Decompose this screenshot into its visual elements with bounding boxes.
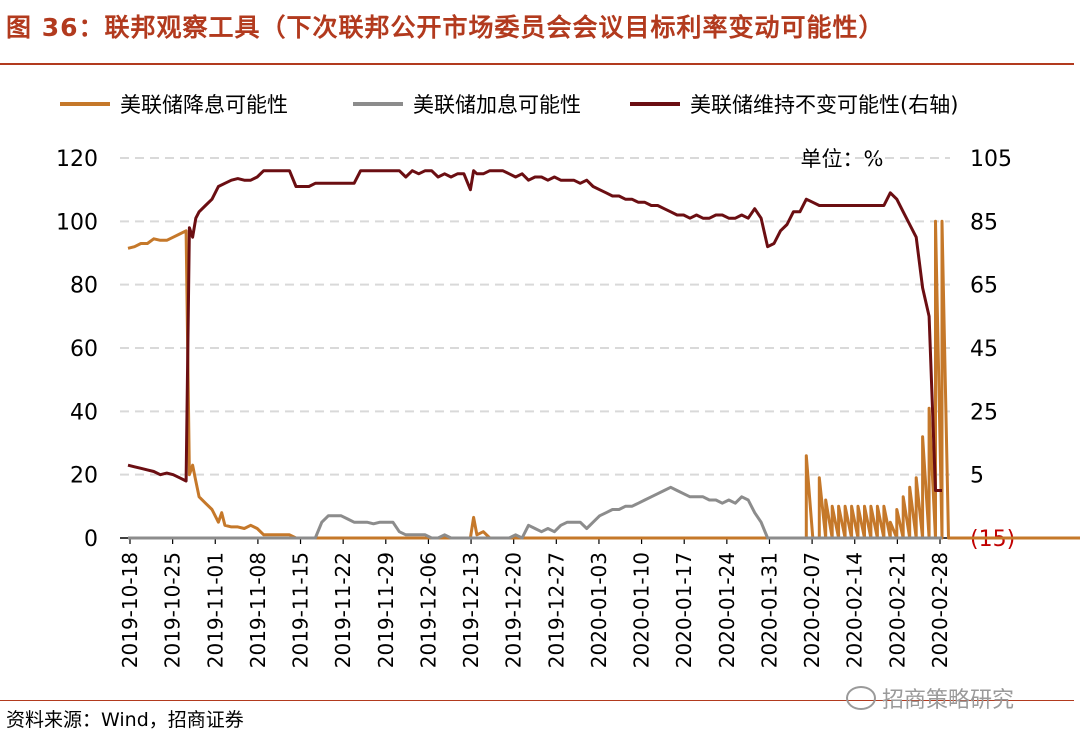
x-tick-label: 2019-11-08 (246, 552, 270, 668)
right-tick-label: 105 (970, 147, 1012, 172)
x-tick-label: 2019-10-25 (161, 552, 185, 668)
x-tick-label: 2020-01-31 (757, 552, 781, 668)
series-layer (127, 169, 1080, 540)
gridlines (120, 157, 950, 476)
x-tick-label: 2019-11-01 (203, 552, 227, 668)
left-tick-label: 80 (70, 274, 98, 299)
left-tick-label: 120 (56, 147, 98, 172)
wechat-icon (846, 686, 876, 710)
x-tick-label: 2020-02-21 (885, 552, 909, 668)
legend: 美联储降息可能性 美联储加息可能性 美联储维持不变可能性(右轴) (60, 93, 958, 117)
title-divider (0, 63, 1074, 65)
left-tick-label: 60 (70, 337, 98, 362)
x-tick-label: 2019-12-13 (459, 552, 483, 668)
left-tick-label: 0 (84, 527, 98, 552)
x-tick-label: 2019-10-18 (118, 552, 142, 668)
right-tick-label: 45 (970, 337, 998, 362)
right-tick-label: 25 (970, 400, 998, 425)
x-tick-label: 2020-02-07 (800, 552, 824, 668)
x-tick-label: 2019-12-20 (502, 552, 526, 668)
left-y-axis: 0 20 40 60 80 100 120 (56, 147, 98, 552)
footer-divider (0, 700, 1074, 701)
watermark-text: 招商策略研究 (882, 688, 1015, 713)
right-tick-label: 85 (970, 210, 998, 235)
left-tick-label: 100 (56, 210, 98, 235)
x-tick-label: 2020-02-28 (928, 552, 952, 668)
x-axis: 2019-10-18 2019-10-25 2019-11-01 2019-11-08… (118, 537, 952, 668)
x-tick-label: 2020-01-03 (587, 552, 611, 668)
legend-label: 美联储维持不变可能性(右轴) (690, 93, 958, 117)
watermark: 招商策略研究 (846, 682, 1014, 714)
right-tick-label: 65 (970, 274, 998, 299)
left-tick-label: 40 (70, 400, 98, 425)
left-tick-label: 20 (70, 464, 98, 489)
x-tick-label: 2019-11-22 (331, 552, 355, 668)
x-tick-label: 2020-01-17 (672, 552, 696, 668)
x-tick-label: 2020-01-24 (715, 552, 739, 668)
series-line-3 (127, 169, 942, 492)
series-line-2 (128, 485, 942, 540)
line-chart: 美联储降息可能性 美联储加息可能性 美联储维持不变可能性(右轴) 单位：% 0204… (56, 93, 1080, 668)
x-tick-label: 2019-12-06 (416, 552, 440, 668)
source-note: 资料来源：Wind，招商证券 (6, 709, 244, 731)
x-tick-label: 2019-12-27 (544, 552, 568, 668)
x-tick-label: 2020-01-10 (630, 552, 654, 668)
x-tick-label: 2019-11-15 (289, 552, 313, 668)
legend-label: 美联储降息可能性 (120, 93, 288, 117)
figure-title: 图 36：联邦观察工具（下次联邦公开市场委员会会议目标利率变动可能性） (6, 13, 885, 42)
x-tick-label: 2019-11-29 (374, 552, 398, 668)
right-tick-label: 5 (970, 464, 984, 489)
x-tick-label: 2020-02-14 (843, 552, 867, 668)
legend-label: 美联储加息可能性 (413, 93, 581, 117)
